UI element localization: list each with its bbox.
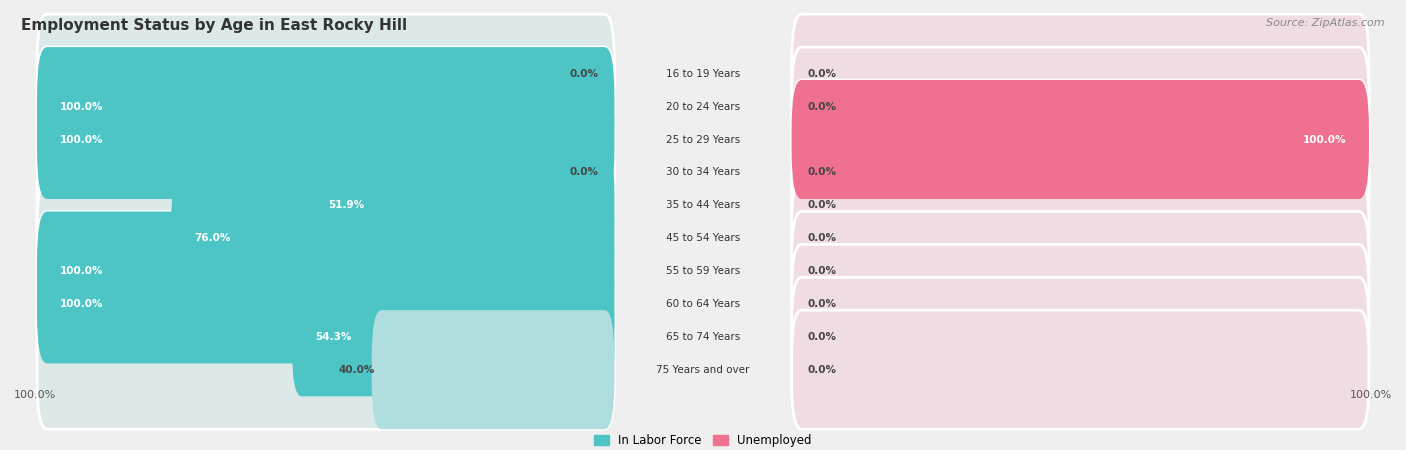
Text: 0.0%: 0.0%	[569, 69, 598, 79]
FancyBboxPatch shape	[37, 80, 614, 199]
Text: 100.0%: 100.0%	[14, 390, 56, 400]
FancyBboxPatch shape	[37, 113, 614, 232]
FancyBboxPatch shape	[37, 310, 614, 429]
FancyBboxPatch shape	[792, 146, 1369, 265]
Text: 0.0%: 0.0%	[808, 102, 837, 112]
Text: 51.9%: 51.9%	[328, 200, 364, 210]
FancyBboxPatch shape	[37, 47, 614, 166]
Text: 65 to 74 Years: 65 to 74 Years	[666, 332, 740, 342]
Text: 35 to 44 Years: 35 to 44 Years	[666, 200, 740, 210]
FancyBboxPatch shape	[37, 179, 614, 298]
Text: 100.0%: 100.0%	[1350, 390, 1392, 400]
Text: 75 Years and over: 75 Years and over	[657, 364, 749, 375]
FancyBboxPatch shape	[792, 212, 1369, 331]
FancyBboxPatch shape	[37, 212, 614, 331]
Text: 60 to 64 Years: 60 to 64 Years	[666, 299, 740, 309]
Text: 100.0%: 100.0%	[60, 299, 104, 309]
FancyBboxPatch shape	[792, 47, 1369, 166]
Text: 0.0%: 0.0%	[569, 167, 598, 177]
FancyBboxPatch shape	[172, 179, 614, 298]
FancyBboxPatch shape	[37, 80, 614, 199]
Text: 45 to 54 Years: 45 to 54 Years	[666, 233, 740, 243]
Text: 0.0%: 0.0%	[808, 69, 837, 79]
Text: 76.0%: 76.0%	[194, 233, 231, 243]
FancyBboxPatch shape	[37, 277, 614, 396]
FancyBboxPatch shape	[37, 212, 614, 331]
FancyBboxPatch shape	[37, 14, 614, 133]
Text: 0.0%: 0.0%	[808, 364, 837, 375]
Text: 25 to 29 Years: 25 to 29 Years	[666, 135, 740, 144]
FancyBboxPatch shape	[792, 244, 1369, 364]
FancyBboxPatch shape	[37, 244, 614, 364]
FancyBboxPatch shape	[37, 244, 614, 364]
FancyBboxPatch shape	[37, 47, 614, 166]
Text: 20 to 24 Years: 20 to 24 Years	[666, 102, 740, 112]
Text: 100.0%: 100.0%	[60, 135, 104, 144]
FancyBboxPatch shape	[305, 146, 614, 265]
FancyBboxPatch shape	[792, 179, 1369, 298]
Text: 40.0%: 40.0%	[339, 364, 375, 375]
FancyBboxPatch shape	[792, 80, 1369, 199]
Text: 0.0%: 0.0%	[808, 299, 837, 309]
Text: 0.0%: 0.0%	[808, 332, 837, 342]
Text: Source: ZipAtlas.com: Source: ZipAtlas.com	[1267, 18, 1385, 28]
FancyBboxPatch shape	[371, 310, 614, 429]
Text: 100.0%: 100.0%	[1302, 135, 1346, 144]
Legend: In Labor Force, Unemployed: In Labor Force, Unemployed	[589, 429, 817, 450]
FancyBboxPatch shape	[792, 14, 1369, 133]
Text: 16 to 19 Years: 16 to 19 Years	[666, 69, 740, 79]
FancyBboxPatch shape	[292, 277, 614, 396]
FancyBboxPatch shape	[792, 310, 1369, 429]
Text: 55 to 59 Years: 55 to 59 Years	[666, 266, 740, 276]
FancyBboxPatch shape	[792, 277, 1369, 396]
Text: 0.0%: 0.0%	[808, 167, 837, 177]
FancyBboxPatch shape	[37, 146, 614, 265]
Text: 0.0%: 0.0%	[808, 200, 837, 210]
Text: 0.0%: 0.0%	[808, 266, 837, 276]
Text: 30 to 34 Years: 30 to 34 Years	[666, 167, 740, 177]
Text: Employment Status by Age in East Rocky Hill: Employment Status by Age in East Rocky H…	[21, 18, 408, 33]
Text: 54.3%: 54.3%	[315, 332, 352, 342]
Text: 100.0%: 100.0%	[60, 266, 104, 276]
Text: 0.0%: 0.0%	[808, 233, 837, 243]
FancyBboxPatch shape	[792, 80, 1369, 199]
FancyBboxPatch shape	[792, 113, 1369, 232]
Text: 100.0%: 100.0%	[60, 102, 104, 112]
